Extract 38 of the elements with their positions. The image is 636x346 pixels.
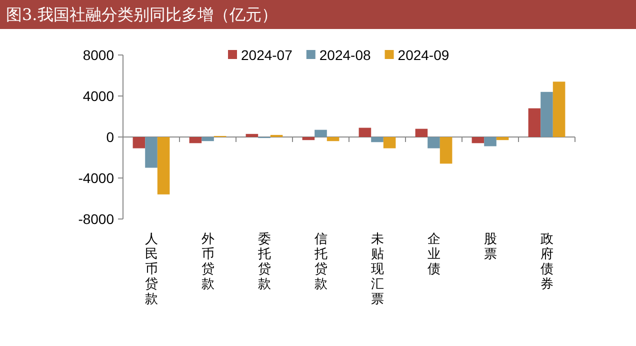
bar — [132, 137, 146, 148]
legend-label: 2024-09 — [398, 47, 450, 63]
bar — [472, 137, 484, 144]
bar — [358, 128, 372, 137]
x-tick-label: 信托贷款 — [313, 232, 328, 292]
bar — [189, 137, 202, 144]
y-tick-label: -4000 — [78, 170, 114, 186]
bar — [528, 108, 541, 137]
chart-title: 图3.我国社融分类别同比多增（亿元） — [6, 5, 278, 24]
bar — [145, 137, 158, 168]
x-tick-label: 外币贷款 — [201, 232, 214, 292]
bar — [428, 137, 440, 148]
bar — [246, 134, 258, 137]
bar — [383, 137, 396, 148]
x-tick-label: 企业债 — [427, 232, 440, 277]
y-tick-label: 8000 — [82, 47, 114, 63]
bar — [302, 137, 315, 140]
bar — [326, 137, 340, 142]
bar — [496, 137, 509, 140]
bar — [484, 137, 496, 146]
bar — [371, 137, 384, 142]
bar — [415, 128, 428, 137]
y-tick-label: 0 — [106, 129, 114, 145]
y-tick-label: 4000 — [82, 88, 114, 104]
bar — [314, 130, 327, 137]
bar — [552, 82, 566, 137]
x-tick-label: 政府债券 — [540, 232, 554, 292]
y-tick-label: -8000 — [78, 211, 114, 227]
x-tick-label: 人民币贷款 — [144, 232, 158, 307]
bar — [157, 137, 170, 194]
bar — [440, 137, 452, 164]
x-tick-label: 股票 — [484, 232, 497, 262]
bar — [202, 137, 214, 142]
x-tick-label: 未贴现汇票 — [370, 232, 384, 307]
legend-label: 2024-07 — [241, 47, 293, 63]
x-tick-label: 委托贷款 — [256, 232, 271, 292]
bar — [540, 92, 553, 137]
legend-label: 2024-08 — [319, 47, 371, 63]
